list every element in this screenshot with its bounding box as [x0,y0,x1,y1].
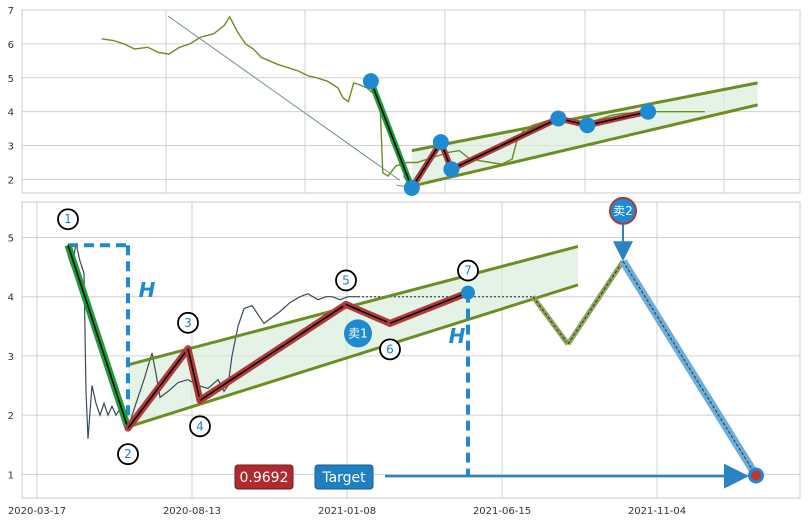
top-y-tick-label: 6 [8,40,14,51]
top-price-line [101,15,705,178]
top-y-tick-label: 4 [8,108,14,119]
bottom-y-tick-label: 5 [8,234,14,245]
pivot-label-2: 2 [124,447,132,461]
pivot-label-circle-3 [177,311,199,334]
top-pivot-point-7 [640,103,657,120]
sell-signal-2-marker [609,196,637,225]
pivot-label-6: 6 [386,342,394,356]
top-pivot-point-6 [579,117,596,134]
top-leg-6-core [587,110,649,126]
pivot-label-4: 4 [196,419,204,433]
top-overlay [167,15,758,196]
bottom-x-tick-label: 2020-08-13 [163,506,221,517]
bottom-x-tick-label: 2020-03-17 [8,506,66,517]
bottom-overlay: 1 2 3 4 5 6 7 卖1 卖2 [57,196,764,489]
sell-signal-1-marker [344,319,372,348]
top-panel: 2 3 4 5 6 7 [8,6,801,196]
value-box-bg [234,464,294,490]
h-label-right: H [449,324,466,348]
bottom-y-tick-label: 3 [8,352,14,363]
bottom-leg-1-core [67,244,129,429]
top-pivot-point-2 [403,179,420,196]
top-channel-lower [411,103,758,188]
bottom-y-tick-label: 4 [8,293,14,304]
pivot-label-circle-2 [117,443,139,466]
top-pivot-point-1 [362,73,379,90]
pivot-label-1: 1 [64,212,72,226]
top-pivot-point-3 [432,134,449,151]
pivot-label-circle-4 [189,415,211,438]
pivot-label-7: 7 [464,264,472,278]
top-price-series [101,15,705,178]
bottom-panel-frame [21,201,801,499]
pivot-label-circle-7 [457,259,479,282]
bottom-leg-2-core [127,348,189,429]
pivot-label-circle-6 [379,338,401,361]
top-leg-4-core [451,117,559,170]
top-channel-fill [411,82,758,187]
top-channel-upper [411,81,758,153]
bottom-x-tick-label: 2021-11-04 [628,506,686,517]
top-y-tick-label: 2 [8,175,14,186]
target-box: Target [314,464,374,490]
h-label-left: H [139,278,156,302]
bottom-x-axis: 2020-03-17 2020-08-13 2021-01-08 2021-06-15… [8,506,686,517]
target-box-bg [314,464,374,490]
sell-signal-1-label: 卖1 [348,326,368,340]
bottom-y-tick-label: 1 [8,470,14,481]
top-y-tick-label: 3 [8,142,14,153]
bottom-price-series [67,243,358,439]
bottom-y-tick-label: 2 [8,411,14,422]
bottom-y-axis: 1 2 3 4 5 [8,234,14,482]
top-y-tick-label: 7 [8,6,14,17]
forecast-leg-2-core [567,260,624,345]
bottom-leg-4-core [199,303,347,401]
value-label: 0.9692 [240,470,289,486]
bottom-x-tick-label: 2021-01-08 [318,506,376,517]
bottom-leg-5-core [345,303,391,325]
top-y-tick-label: 5 [8,74,14,85]
pivot-label-circle-1 [57,208,79,231]
target-point-core [751,470,761,481]
bottom-channel-lower [127,283,579,429]
pivot-label-5: 5 [342,273,350,287]
top-pivot-point-5 [550,110,567,127]
bottom-x-tick-label: 2021-06-15 [473,506,531,517]
top-leg-1-core [370,80,413,189]
top-guide-arrow [167,15,408,186]
target-label: Target [321,470,366,486]
bottom-leg-6-core [389,291,469,325]
sell-signal-2-label: 卖2 [613,204,633,218]
value-box: 0.9692 [234,464,294,490]
top-leg-2-core [411,141,442,189]
bottom-panel: 1 2 3 4 5 2020-03-17 2020-08-13 2021-01-08 2021… [8,196,801,517]
pivot-label-3: 3 [184,316,192,330]
pivot-label-circle-5 [335,269,357,292]
forecast-leg-1 [530,295,571,346]
top-pivot-point-4 [443,161,460,178]
top-y-axis: 2 3 4 5 6 7 [8,6,14,186]
forecast-leg-3-core [622,260,757,476]
pivot-7-dot [461,285,475,300]
bottom-leg-3-core [187,348,201,401]
top-channel-area [411,82,758,187]
